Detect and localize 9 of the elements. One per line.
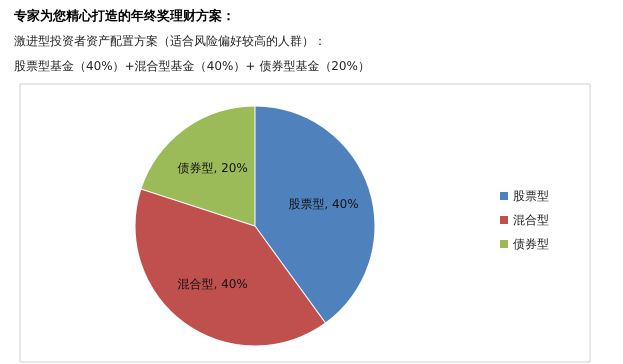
legend-label: 混合型 <box>513 213 549 227</box>
data-label: 债券型, 20% <box>178 160 248 175</box>
text: 股票型基金（40%）+混合型基金（40%）+ 债券型基金（20%） <box>14 59 370 73</box>
data-label: 混合型, 40% <box>178 277 248 292</box>
chart-title: 专家为您精心打造的年终奖理财方案： <box>13 8 235 24</box>
chart-subtitle: 激进型投资者资产配置方案（适合风险偏好较高的人群）： <box>14 34 326 48</box>
legend-label: 债券型 <box>513 237 549 251</box>
legend-label: 股票型 <box>513 189 549 203</box>
data-label: 股票型, 40% <box>288 196 359 211</box>
